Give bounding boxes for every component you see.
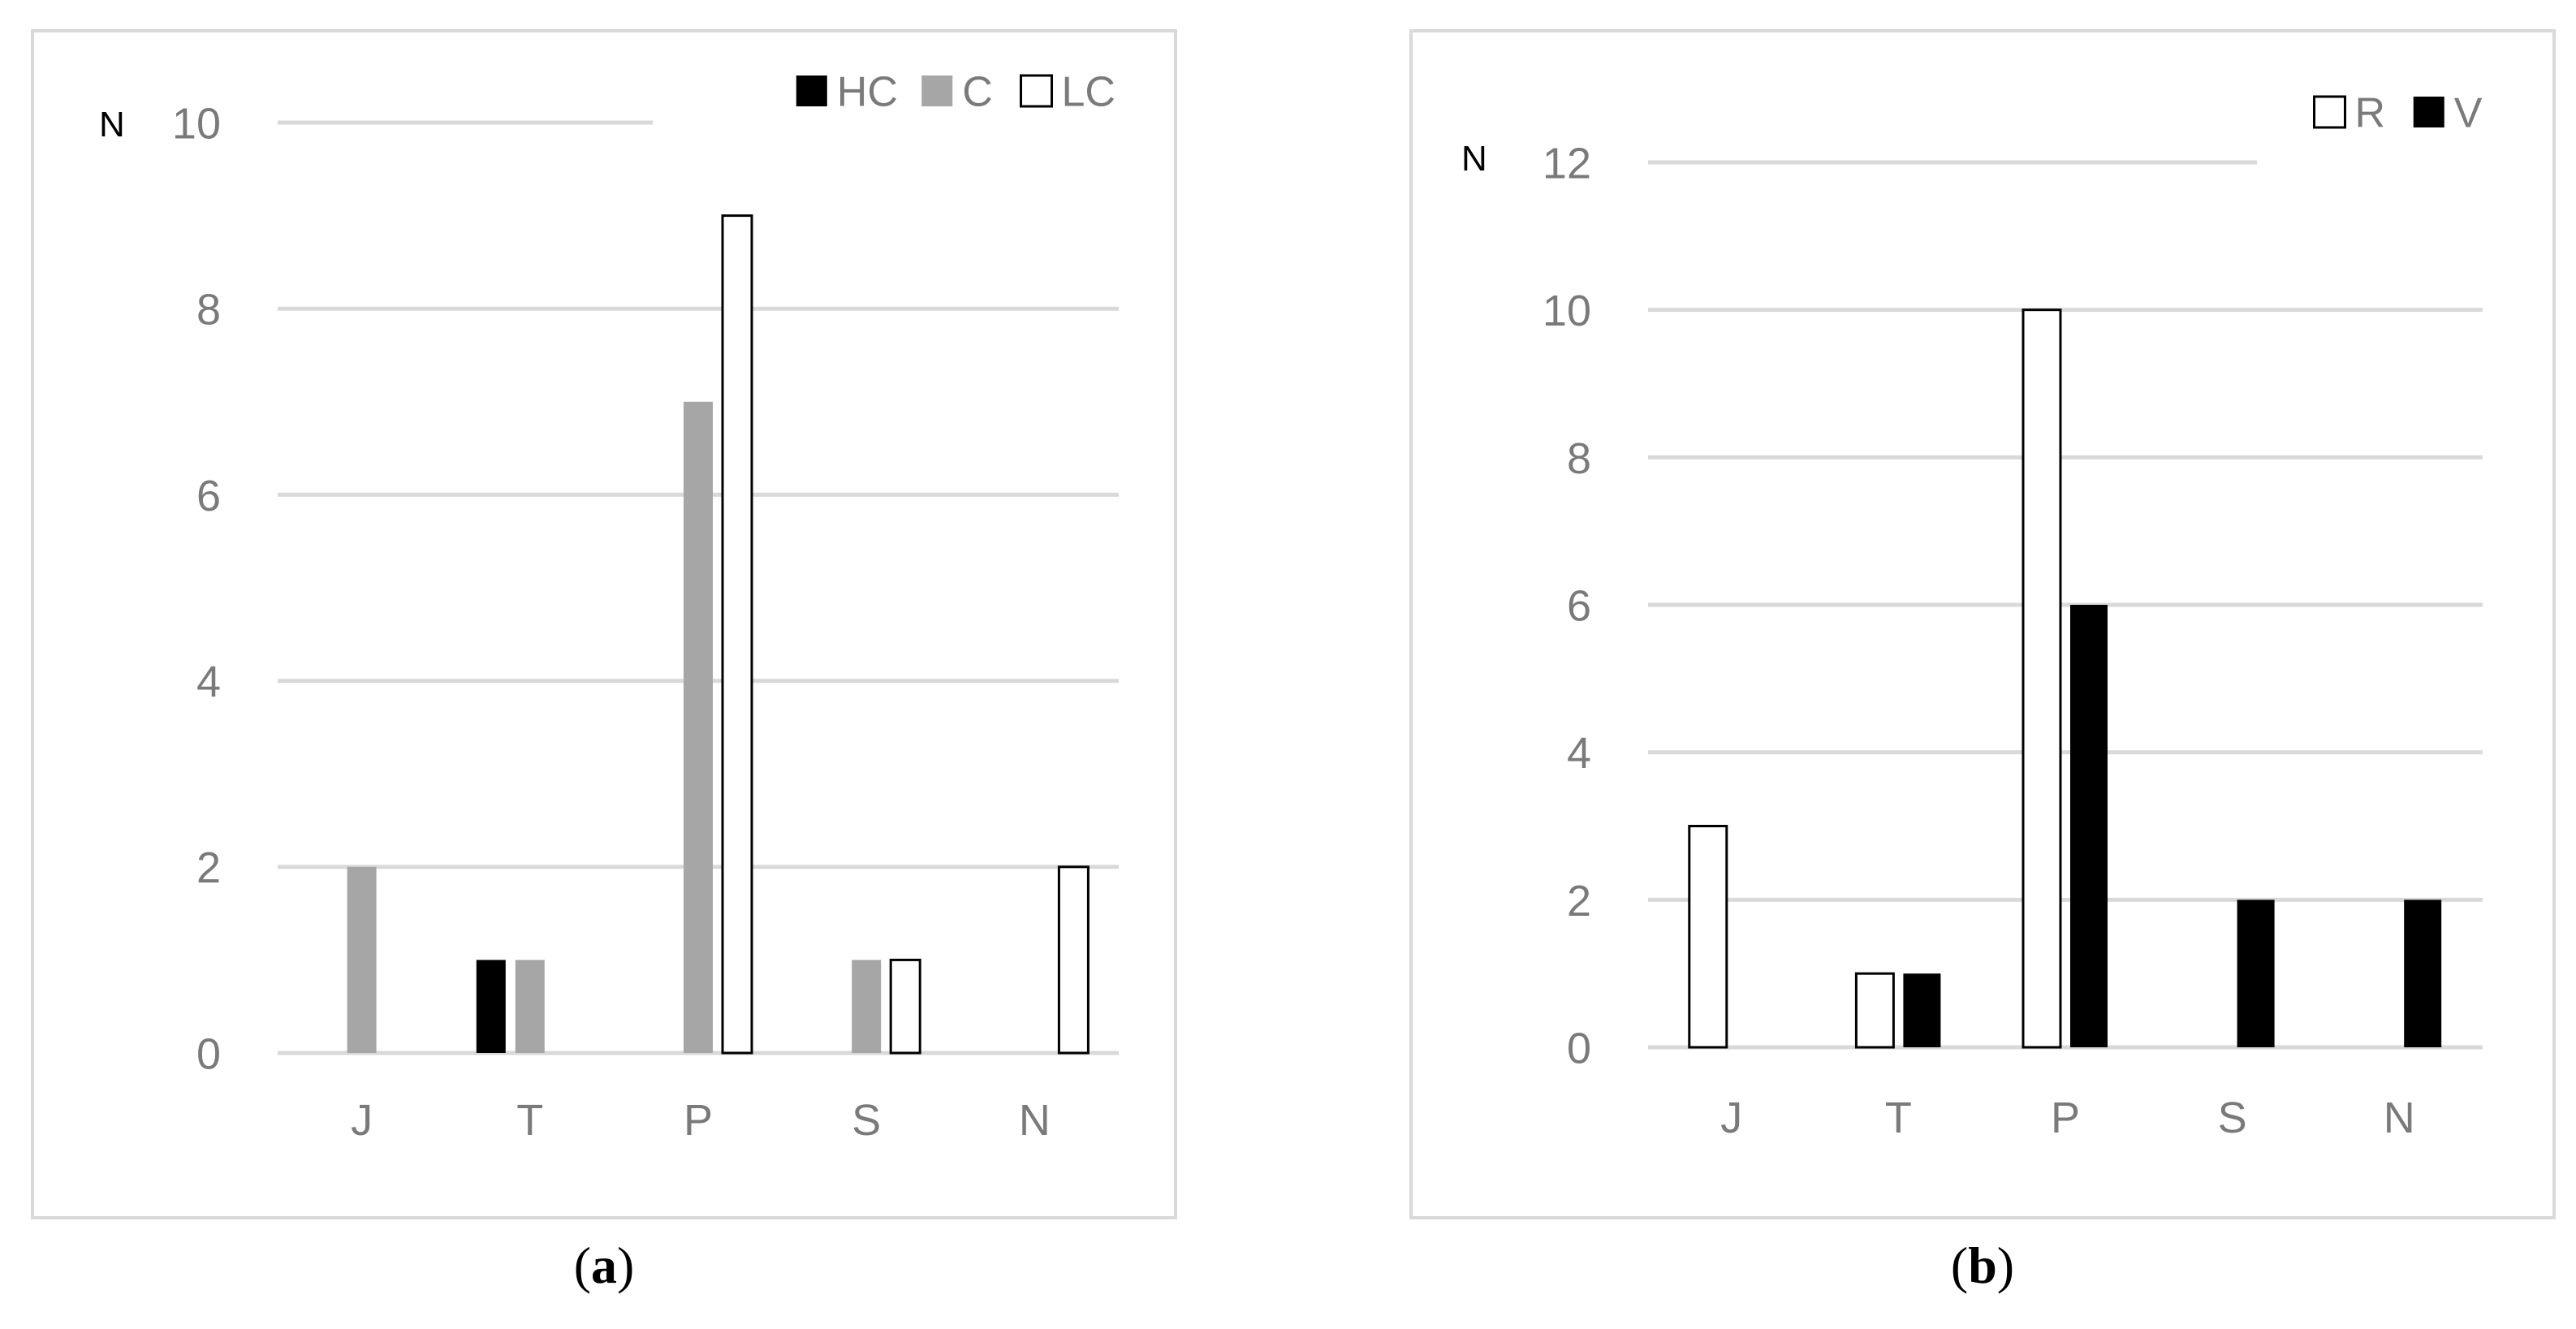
bar-c-t	[515, 960, 545, 1053]
legend-item-r: R	[2313, 90, 2386, 137]
legend-swatch	[2413, 97, 2444, 127]
bar-v-p	[2070, 605, 2108, 1047]
legend-item-lc: LC	[1020, 69, 1115, 116]
x-tick-label: P	[2051, 1094, 2080, 1142]
x-tick-label: S	[852, 1096, 881, 1145]
x-tick-label: N	[2384, 1094, 2415, 1142]
legend-swatch	[796, 76, 827, 106]
caption-a: (a)	[573, 1236, 635, 1294]
bar-r-t	[1854, 972, 1895, 1049]
bar-v-t	[1903, 973, 1941, 1047]
caption-b: (b)	[1950, 1236, 2015, 1294]
legend-item-v: V	[2413, 90, 2483, 137]
bar-lc-p	[721, 214, 753, 1055]
y-axis-label: N	[99, 105, 125, 145]
x-tick-label: S	[2218, 1094, 2247, 1142]
bar-r-p	[2022, 309, 2062, 1049]
x-tick-label: P	[684, 1096, 713, 1145]
x-tick-label: N	[1019, 1096, 1051, 1145]
y-tick-label: 0	[1567, 1024, 1591, 1072]
y-tick-label: 2	[1567, 877, 1591, 926]
bar-r-j	[1688, 825, 1728, 1049]
bar-chart-b: 0 2 4 6 8 10 12 N J T P S N V R	[1461, 90, 2483, 1142]
bar-v-s	[2237, 900, 2275, 1047]
y-tick-label: 2	[196, 844, 221, 892]
legend-label: HC	[837, 69, 898, 116]
y-axis-label: N	[1461, 139, 1487, 179]
y-tick-label: 6	[1567, 581, 1591, 630]
bar-c-j	[347, 866, 377, 1053]
bar-v-n	[2404, 900, 2442, 1047]
y-tick-label: 10	[172, 99, 221, 148]
legend-label: R	[2355, 90, 2386, 137]
legend-item-hc: HC	[796, 69, 898, 116]
y-tick-label: 4	[196, 658, 221, 706]
legend-label: V	[2454, 90, 2483, 137]
legend-label: C	[962, 69, 993, 116]
y-tick-label: 10	[1543, 287, 1591, 335]
legend-swatch	[921, 76, 953, 106]
x-tick-label: T	[1885, 1094, 1912, 1142]
legend-label: LC	[1062, 69, 1115, 116]
legend-swatch	[1020, 74, 1054, 108]
bar-chart-a: 0 2 4 6 8 10 N J T P S N LC C HC	[99, 69, 1119, 1145]
bar-lc-s	[889, 958, 921, 1055]
chart-panel-a: 0 2 4 6 8 10 N J T P S N LC C HC	[31, 29, 1177, 1219]
y-tick-label: 4	[1567, 729, 1591, 778]
chart-panel-b: 0 2 4 6 8 10 12 N J T P S N V R	[1409, 29, 2556, 1219]
legend-swatch	[2313, 95, 2347, 129]
x-tick-label: J	[1720, 1094, 1742, 1142]
x-tick-label: J	[351, 1096, 373, 1145]
bar-c-s	[852, 960, 882, 1053]
bar-hc-t	[476, 960, 506, 1053]
bar-c-p	[684, 401, 713, 1053]
y-tick-label: 8	[196, 286, 221, 334]
y-tick-label: 0	[196, 1029, 221, 1078]
y-tick-label: 8	[1567, 434, 1591, 483]
y-tick-label: 6	[196, 472, 221, 520]
y-tick-label: 12	[1543, 139, 1591, 188]
legend-item-c: C	[921, 69, 993, 116]
bar-lc-n	[1057, 865, 1090, 1055]
x-tick-label: T	[516, 1096, 543, 1145]
